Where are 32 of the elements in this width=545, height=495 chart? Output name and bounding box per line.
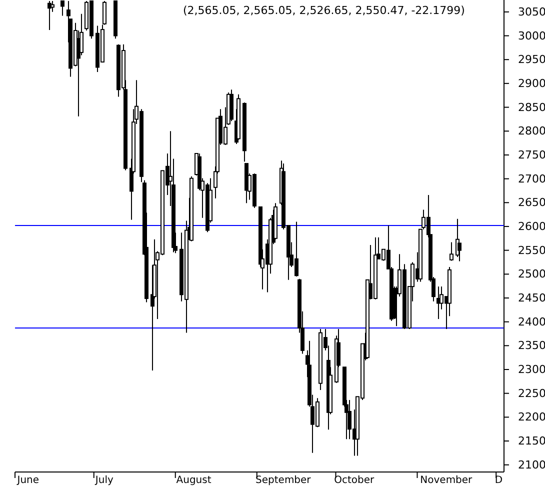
y-tick-label: 2250 — [518, 386, 545, 400]
candlestick — [450, 242, 454, 262]
y-tick-label: 2750 — [518, 148, 545, 162]
chart-title: (2,565.05, 2,565.05, 2,526.65, 2,550.47, -22.1799) — [183, 4, 465, 17]
y-tick-label: 2550 — [518, 244, 545, 257]
y-tick-label: 2350 — [518, 339, 545, 352]
y-tick-label: 3000 — [518, 29, 545, 42]
y-tick-label: 2850 — [518, 100, 545, 114]
x-tick-label: June — [16, 475, 40, 486]
y-tick-label: 2650 — [518, 196, 545, 210]
candlestick — [60, 0, 64, 16]
y-tick-label: 2600 — [518, 220, 545, 233]
y-tick-label: 2200 — [518, 410, 545, 424]
y-tick-label: 2900 — [518, 76, 545, 90]
y-tick-label: 2450 — [518, 292, 545, 304]
y-tick-label: 2800 — [518, 124, 545, 138]
y-tick-label: 2300 — [518, 363, 545, 376]
candlestick — [50, 0, 54, 12]
candlestick — [102, 0, 106, 26]
y-tick-label: 2950 — [518, 53, 545, 66]
y-tick-label: 2400 — [518, 315, 545, 328]
x-tick-label: September — [256, 475, 312, 486]
y-tick-label: 2500 — [518, 268, 545, 281]
y-tick-label: 2150 — [518, 434, 545, 448]
x-tick-label: August — [176, 475, 212, 486]
candlestick — [348, 400, 352, 440]
y-tick-label: 3050 — [518, 5, 545, 18]
x-tick-label: November — [420, 475, 474, 486]
x-tick-label: October — [334, 475, 376, 486]
x-tick-label: July — [94, 475, 114, 486]
y-tick-label: 2100 — [518, 458, 545, 472]
y-tick-label: 2700 — [518, 172, 545, 186]
